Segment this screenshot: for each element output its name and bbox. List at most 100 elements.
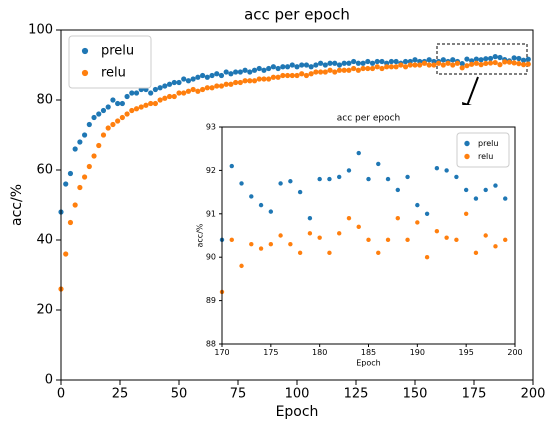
data-point [82, 174, 88, 180]
data-point [444, 235, 449, 240]
data-point [346, 215, 352, 221]
x-tick-label: 200 [521, 387, 546, 402]
data-point [214, 83, 220, 89]
data-point [483, 56, 489, 62]
legend-box [68, 35, 152, 89]
data-point [275, 74, 281, 80]
data-point [463, 211, 469, 216]
x-tick-label: 125 [344, 387, 369, 402]
data-point [91, 114, 97, 121]
data-point [402, 58, 409, 65]
data-point [497, 54, 503, 61]
data-point [415, 220, 420, 225]
data-point [374, 64, 380, 70]
x-tick-label: 190 [410, 348, 425, 357]
data-point [152, 100, 158, 107]
x-tick-label: 175 [462, 387, 487, 402]
data-point [440, 57, 446, 63]
data-point [209, 72, 215, 79]
y-tick-label: 80 [36, 93, 53, 108]
data-point [190, 76, 196, 82]
data-point [288, 179, 293, 184]
data-point [502, 59, 508, 65]
data-point [493, 244, 498, 249]
data-point [388, 64, 394, 70]
data-point [133, 90, 140, 96]
data-point [209, 85, 215, 91]
data-point [308, 64, 314, 70]
data-point [181, 90, 187, 96]
data-point [424, 211, 430, 216]
data-point [426, 62, 432, 68]
data-point [124, 111, 130, 117]
data-point [317, 176, 322, 182]
data-point [337, 231, 342, 236]
data-point [398, 62, 404, 68]
data-point [369, 65, 376, 72]
data-point [402, 64, 409, 70]
data-point [152, 86, 158, 93]
x-tick-label: 175 [263, 348, 278, 357]
data-point [405, 237, 410, 243]
data-point [185, 88, 192, 94]
data-point [393, 58, 399, 65]
data-point [63, 251, 69, 257]
legend-box [456, 132, 510, 168]
data-point [63, 181, 69, 187]
plot-frame [221, 126, 516, 345]
data-point [483, 233, 488, 238]
chart-title: acc per epoch [337, 114, 401, 124]
data-point [249, 194, 254, 199]
x-tick-label: 25 [112, 387, 129, 402]
data-point [110, 121, 116, 128]
data-point [332, 60, 338, 66]
data-point [444, 168, 449, 173]
data-point [313, 69, 319, 75]
data-point [299, 62, 305, 68]
data-point [77, 184, 83, 191]
data-point [218, 83, 225, 89]
data-point [200, 86, 206, 93]
data-point [162, 83, 168, 89]
data-point [299, 71, 305, 77]
x-axis-label: Epoch [276, 404, 319, 420]
data-point [322, 69, 328, 75]
data-point [376, 161, 381, 167]
legend-marker [464, 153, 470, 160]
data-point [218, 72, 225, 79]
data-point [478, 62, 484, 68]
data-point [376, 250, 381, 256]
data-point [284, 72, 291, 79]
data-point [421, 60, 428, 66]
data-point [251, 78, 258, 84]
data-point [297, 189, 303, 195]
data-point [327, 60, 333, 66]
data-point [473, 196, 479, 201]
data-point [351, 65, 357, 72]
data-point [86, 163, 92, 170]
data-point [72, 202, 78, 208]
data-point [204, 74, 210, 80]
data-point [459, 61, 465, 67]
x-tick-label: 200 [507, 348, 522, 357]
data-point [133, 106, 140, 112]
data-point [473, 56, 479, 62]
data-point [242, 67, 248, 73]
data-point [365, 58, 371, 65]
data-point [379, 58, 385, 65]
data-point [454, 237, 459, 243]
data-point [412, 62, 418, 68]
data-point [337, 174, 342, 180]
data-point [356, 150, 361, 156]
data-point [346, 168, 352, 173]
data-point [332, 69, 338, 75]
data-point [256, 65, 262, 72]
data-point [336, 62, 343, 68]
data-point [77, 139, 83, 145]
data-point [96, 111, 102, 117]
x-tick-label: 170 [214, 348, 229, 357]
data-point [483, 60, 489, 67]
data-point [270, 74, 276, 80]
data-point [492, 59, 498, 66]
data-point [200, 72, 206, 79]
